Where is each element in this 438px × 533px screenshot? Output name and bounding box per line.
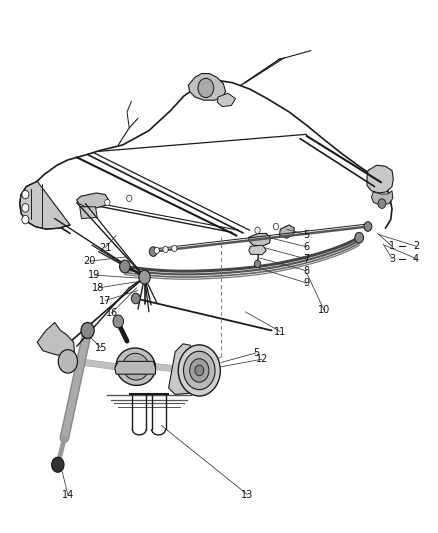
- Circle shape: [273, 223, 279, 230]
- Circle shape: [58, 350, 78, 373]
- Circle shape: [113, 315, 124, 328]
- Polygon shape: [188, 74, 226, 100]
- Circle shape: [127, 195, 132, 201]
- Text: 2: 2: [413, 241, 419, 251]
- Polygon shape: [217, 93, 236, 107]
- Circle shape: [81, 322, 94, 338]
- Polygon shape: [115, 361, 155, 374]
- Text: 1: 1: [389, 241, 395, 251]
- Text: 10: 10: [318, 305, 330, 315]
- Circle shape: [131, 293, 140, 304]
- Circle shape: [149, 247, 157, 256]
- Circle shape: [364, 222, 372, 231]
- Ellipse shape: [116, 348, 155, 385]
- Circle shape: [163, 246, 168, 253]
- Circle shape: [195, 365, 204, 376]
- Circle shape: [184, 351, 215, 390]
- Text: 11: 11: [274, 327, 286, 336]
- Circle shape: [22, 190, 29, 199]
- Circle shape: [120, 260, 130, 273]
- Circle shape: [190, 359, 209, 382]
- Circle shape: [178, 345, 220, 396]
- Polygon shape: [20, 181, 70, 229]
- Text: 21: 21: [99, 243, 111, 253]
- Text: 5: 5: [253, 348, 259, 358]
- Text: 3: 3: [389, 254, 395, 263]
- Polygon shape: [37, 322, 74, 357]
- Text: 6: 6: [304, 242, 310, 252]
- Text: 14: 14: [62, 490, 74, 499]
- Text: 12: 12: [256, 354, 268, 364]
- Circle shape: [139, 270, 150, 284]
- Ellipse shape: [123, 353, 149, 380]
- Circle shape: [105, 199, 110, 206]
- Text: 9: 9: [304, 278, 310, 288]
- Text: 8: 8: [304, 266, 310, 276]
- Polygon shape: [279, 225, 294, 238]
- Polygon shape: [249, 233, 271, 246]
- Text: 5: 5: [304, 230, 310, 239]
- Circle shape: [22, 215, 29, 224]
- Circle shape: [254, 260, 261, 268]
- Text: 15: 15: [95, 343, 107, 352]
- Circle shape: [378, 199, 386, 208]
- Circle shape: [172, 245, 177, 252]
- Polygon shape: [371, 191, 393, 205]
- Circle shape: [52, 457, 64, 472]
- Circle shape: [198, 78, 214, 98]
- Text: 18: 18: [92, 283, 105, 293]
- Text: 7: 7: [304, 254, 310, 264]
- Polygon shape: [80, 207, 97, 219]
- Text: 17: 17: [99, 296, 111, 305]
- Polygon shape: [77, 193, 109, 208]
- Text: 4: 4: [413, 254, 419, 263]
- Text: 16: 16: [106, 308, 118, 318]
- Polygon shape: [367, 165, 393, 193]
- Polygon shape: [249, 245, 266, 255]
- Polygon shape: [169, 344, 195, 394]
- Circle shape: [154, 247, 159, 254]
- Text: 19: 19: [88, 270, 100, 280]
- Circle shape: [22, 204, 29, 212]
- Text: 20: 20: [84, 256, 96, 266]
- Circle shape: [355, 232, 364, 243]
- Circle shape: [255, 227, 260, 233]
- Text: 13: 13: [241, 490, 254, 499]
